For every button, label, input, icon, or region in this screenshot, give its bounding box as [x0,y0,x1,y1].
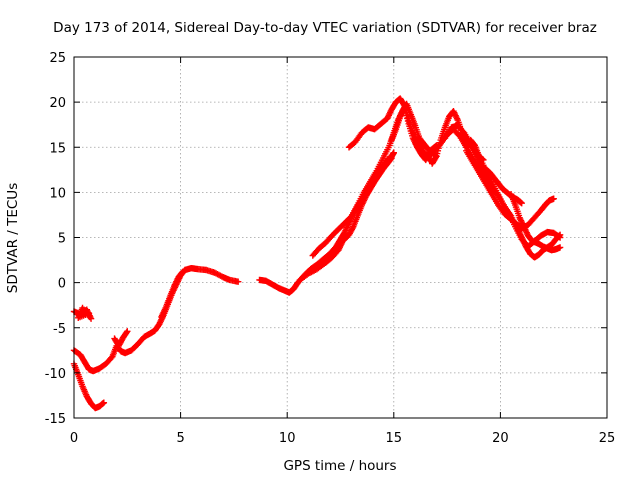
data-point [178,269,186,276]
data-point [390,149,397,156]
data-point [480,156,487,164]
data-point [518,200,525,207]
data-point [100,399,108,406]
x-axis-label: GPS time / hours [283,458,396,474]
y-tick-label: 10 [49,186,66,201]
y-tick-label: 5 [58,232,66,247]
data-point [556,244,564,251]
x-tick-label: 5 [176,431,184,446]
y-tick-label: 0 [58,277,66,292]
x-tick-label: 10 [279,431,296,446]
data-points [70,95,564,412]
y-tick-label: -5 [53,322,66,337]
data-point [85,310,93,317]
tick-labels: 0 5 10 15 20 25 -15 -10 -5 0 5 10 15 20 25 [45,51,616,446]
data-point [556,234,564,241]
data-point [388,154,395,162]
data-point [432,154,439,161]
y-tick-label: -10 [45,367,66,382]
data-point [234,278,242,285]
y-axis-label: SDTVAR / TECUs [5,183,21,293]
x-tick-label: 20 [492,431,509,446]
data-point [123,329,130,336]
data-point [349,224,356,232]
data-point [124,328,131,335]
y-tick-label: 20 [49,96,66,111]
y-tick-label: 25 [49,51,66,66]
y-tick-label: 15 [49,141,66,156]
x-tick-label: 0 [70,431,78,446]
axis-ticks [73,56,608,419]
y-tick-label: -15 [45,412,66,427]
x-tick-label: 15 [386,431,403,446]
data-point [387,155,395,163]
chart-title: Day 173 of 2014, Sidereal Day-to-day VTE… [53,20,597,36]
data-point [550,195,557,202]
data-point [555,233,563,240]
x-tick-label: 25 [599,431,616,446]
data-point [179,268,186,275]
